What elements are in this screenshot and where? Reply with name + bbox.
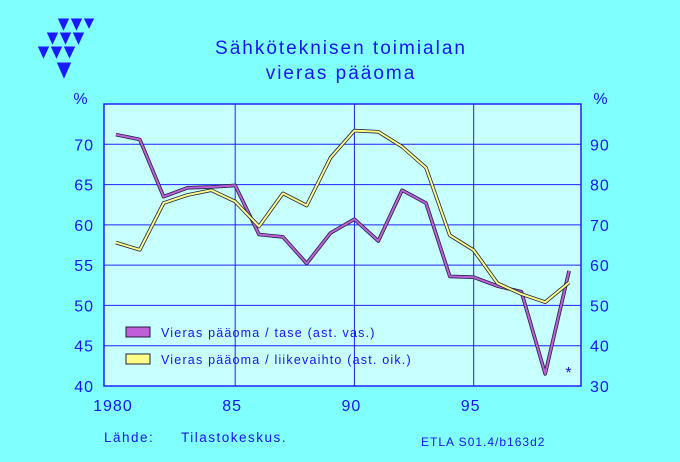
- source-label: Lähde:: [104, 430, 154, 445]
- plot-area: [104, 104, 581, 386]
- series-line-stroke: [115, 129, 570, 304]
- legend-label-tase: Vieras pääoma / tase (ast. vas.): [161, 326, 376, 340]
- chart-code: ETLA S01.4/b163d2: [421, 435, 545, 449]
- left-tick-label: 65: [74, 178, 94, 195]
- right-tick-label: 60: [590, 258, 610, 275]
- left-tick-label: 60: [74, 218, 94, 235]
- x-tick-label: 1980: [93, 398, 133, 415]
- left-tick-label: 70: [74, 137, 94, 154]
- x-tick-label: 85: [222, 398, 242, 415]
- series-line-tase: [115, 132, 571, 376]
- left-tick-label: 50: [74, 298, 94, 315]
- annotation-asterisk: *: [565, 365, 572, 382]
- right-tick-label: 50: [590, 298, 610, 315]
- left-tick-label: 55: [74, 258, 94, 275]
- right-tick-label: 90: [590, 137, 610, 154]
- right-tick-label: 30: [590, 379, 610, 396]
- right-tick-label: 40: [590, 339, 610, 356]
- triangle-logo-icon: [36, 17, 96, 82]
- x-tick-label: 90: [342, 398, 362, 415]
- left-tick-label: 40: [74, 379, 94, 396]
- source-name: Tilastokeskus.: [181, 430, 287, 445]
- right-axis-unit: %: [593, 91, 608, 108]
- chart-title-line-2: vieras pääoma: [266, 63, 417, 84]
- legend-label-liikevaihto: Vieras pääoma / liikevaihto (ast. oik.): [161, 353, 412, 367]
- series-lines: [115, 128, 571, 376]
- left-tick-label: 45: [74, 339, 94, 356]
- legend-swatch-liikevaihto: [125, 353, 151, 365]
- right-tick-label: 80: [590, 178, 610, 195]
- legend-swatch-tase: [125, 326, 151, 338]
- legend: Vieras pääoma / tase (ast. vas.) Vieras …: [125, 326, 412, 367]
- left-axis-unit: %: [73, 91, 88, 108]
- series-line-liikevaihto: [115, 128, 571, 305]
- tick-labels: 40 45 50 55 60 65 70 30 40 50 60 70 80 90 1980 85 90 95: [74, 137, 610, 415]
- right-tick-label: 70: [590, 218, 610, 235]
- chart-title-line-1: Sähköteknisen toimialan: [215, 38, 467, 59]
- series-line-stroke: [115, 133, 571, 375]
- plot-frame: [103, 103, 582, 387]
- x-tick-label: 95: [461, 398, 481, 415]
